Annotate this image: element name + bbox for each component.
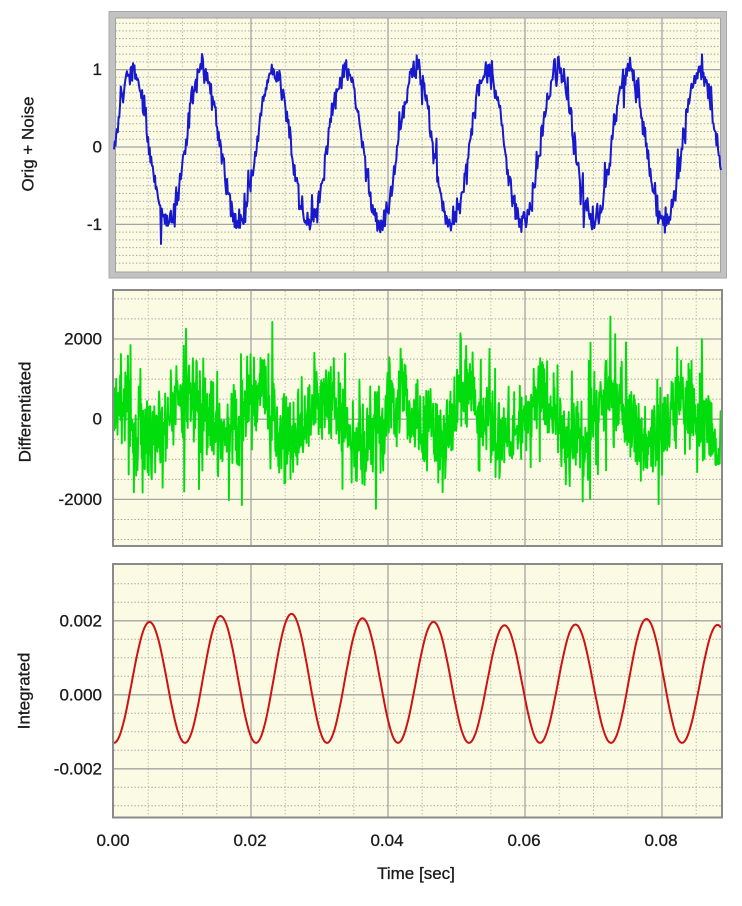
svg-text:0.06: 0.06: [507, 831, 540, 850]
svg-text:-0.002: -0.002: [54, 759, 102, 778]
svg-text:0.002: 0.002: [59, 611, 102, 630]
svg-text:1: 1: [93, 60, 102, 79]
svg-text:Orig + Noise: Orig + Noise: [19, 97, 38, 192]
svg-text:Integrated: Integrated: [15, 653, 34, 730]
svg-text:-1: -1: [87, 215, 102, 234]
svg-text:0.08: 0.08: [644, 831, 677, 850]
svg-text:0.04: 0.04: [370, 831, 403, 850]
svg-text:0.00: 0.00: [96, 831, 129, 850]
svg-text:2000: 2000: [64, 330, 102, 349]
svg-text:-2000: -2000: [59, 490, 102, 509]
svg-text:0: 0: [93, 138, 102, 157]
svg-text:0.000: 0.000: [59, 685, 102, 704]
svg-text:Differentiated: Differentiated: [16, 362, 35, 463]
svg-text:Time [sec]: Time [sec]: [377, 864, 455, 883]
svg-text:0: 0: [93, 410, 102, 429]
svg-text:0.02: 0.02: [233, 831, 266, 850]
